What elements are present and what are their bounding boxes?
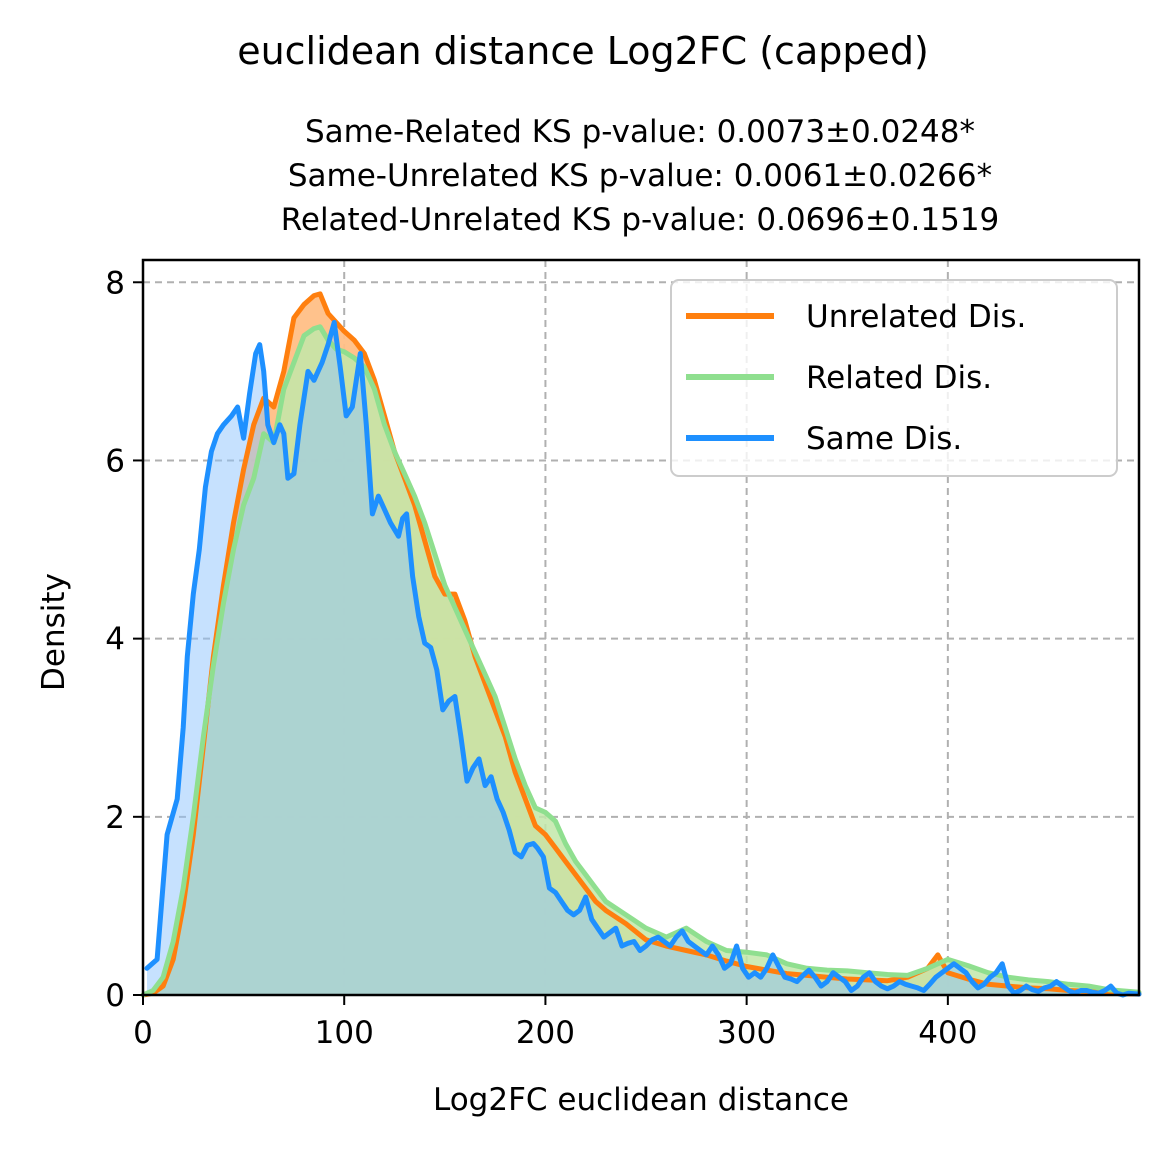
x-tick-label: 400 — [918, 1015, 977, 1051]
legend-label-unrelated-dis: Unrelated Dis. — [806, 299, 1026, 335]
x-tick-label: 200 — [516, 1015, 575, 1051]
plot-frame — [141, 258, 1141, 997]
y-tick-label: 4 — [105, 622, 125, 658]
same-dis-line — [144, 319, 1142, 998]
y-tick-label: 2 — [105, 800, 125, 836]
related-dis-line — [140, 324, 1142, 998]
y-axis-label: Density — [36, 573, 72, 691]
legend-label-same-dis: Same Dis. — [806, 421, 962, 457]
legend-label-related-dis: Related Dis. — [806, 360, 992, 396]
axis-ticks: 0 100 200 300 400 0 2 4 6 8 — [105, 265, 977, 1051]
series-group — [140, 291, 1142, 998]
legend-box — [670, 279, 1118, 477]
subtitle-line-2: Same-Unrelated KS p-value: 0.0061±0.0266… — [288, 158, 992, 194]
x-tick-label: 300 — [717, 1015, 776, 1051]
same-dis-area — [147, 322, 1139, 995]
subtitle-line-3: Related-Unrelated KS p-value: 0.0696±0.1… — [281, 202, 1000, 238]
legend: Unrelated Dis. Related Dis. Same Dis. — [670, 279, 1118, 477]
y-tick-label: 0 — [105, 978, 125, 1014]
x-tick-label: 0 — [133, 1015, 153, 1051]
chart-title: euclidean distance Log2FC (capped) — [237, 29, 929, 73]
x-axis-label: Log2FC euclidean distance — [433, 1082, 849, 1118]
y-tick-label: 8 — [105, 265, 125, 301]
x-tick-label: 100 — [315, 1015, 374, 1051]
subtitle-line-1: Same-Related KS p-value: 0.0073±0.0248* — [305, 114, 975, 150]
y-tick-label: 6 — [105, 443, 125, 479]
